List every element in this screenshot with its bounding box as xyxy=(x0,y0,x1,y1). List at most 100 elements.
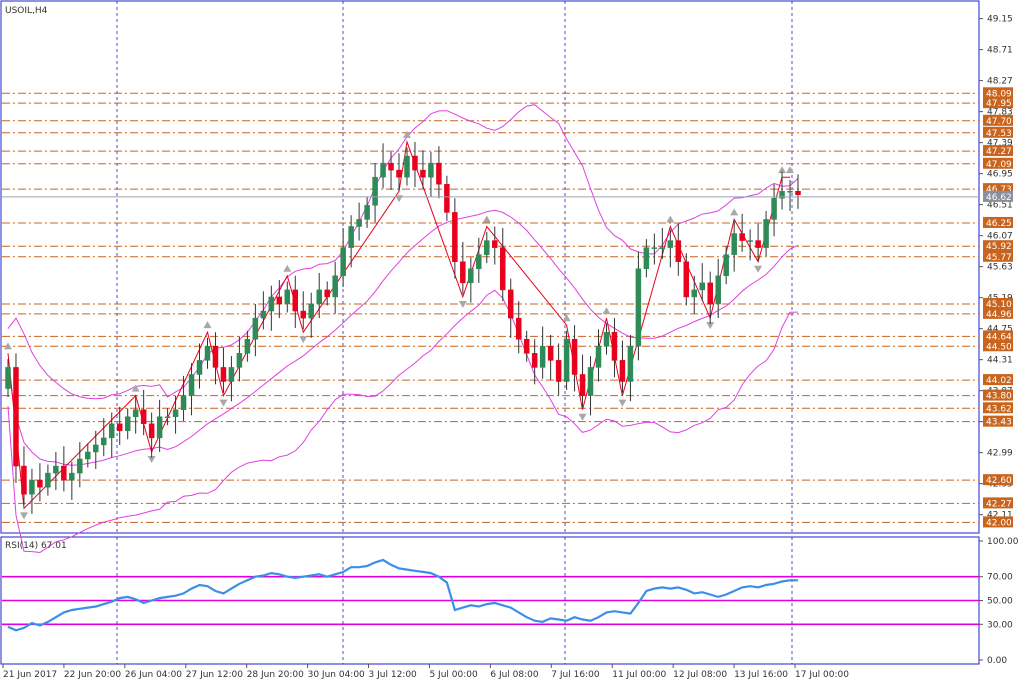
y-tick-label: 46.51 xyxy=(987,201,1013,211)
rsi-y-tick-label: 70.00 xyxy=(987,573,1013,583)
rsi-y-tick-label: 50.00 xyxy=(987,597,1013,607)
rsi-line xyxy=(7,558,798,632)
candle-bullish xyxy=(244,338,251,354)
candle-bearish xyxy=(220,367,227,382)
candle-bullish xyxy=(699,282,705,291)
fractal-up-icon xyxy=(4,342,12,350)
candle-bullish xyxy=(468,268,474,284)
level-price-tag xyxy=(983,415,1013,427)
level-price-tag xyxy=(983,126,1013,138)
candle-bullish xyxy=(108,423,115,439)
rsi-y-tick-label: 0.00 xyxy=(987,656,1007,666)
fractal-up-icon xyxy=(562,314,571,322)
level-price-tag xyxy=(983,389,1013,401)
candle-bearish xyxy=(324,289,330,298)
candle-bearish xyxy=(420,169,426,178)
level-price-tag xyxy=(983,145,1013,157)
candle-bullish xyxy=(747,240,753,242)
level-price-tag xyxy=(983,157,1013,169)
level-price-tag xyxy=(983,330,1013,342)
candle-bullish xyxy=(348,226,354,248)
x-tick-label: 30 Jun 04:00 xyxy=(308,670,365,680)
bollinger-middle-band xyxy=(7,209,799,466)
candle-bullish xyxy=(731,233,737,255)
candle-bullish xyxy=(763,219,769,248)
candle-bullish xyxy=(85,451,91,460)
candle-bullish xyxy=(635,268,642,347)
candle-bullish xyxy=(476,254,482,270)
candle-bearish xyxy=(683,261,690,298)
candle-bullish xyxy=(428,162,434,178)
rsi-y-tick-label: 30.00 xyxy=(987,620,1013,630)
main-panel xyxy=(0,0,980,534)
level-price-tag xyxy=(983,307,1013,319)
candle-bullish xyxy=(252,317,259,340)
x-tick-label: 17 Jul 00:00 xyxy=(795,670,849,680)
candle-bullish xyxy=(308,303,314,319)
y-tick-label: 44.75 xyxy=(987,325,1013,335)
level-price-label: 45.10 xyxy=(986,300,1012,310)
candle-bearish xyxy=(396,169,402,178)
candle-bullish xyxy=(659,247,666,249)
fractal-up-icon xyxy=(602,307,611,315)
candle-bullish xyxy=(188,374,195,396)
candle-bearish xyxy=(547,346,554,361)
level-price-tag xyxy=(983,183,1013,195)
candle-bullish xyxy=(356,219,362,227)
candle-bullish xyxy=(667,240,674,248)
candle-bullish xyxy=(587,367,594,396)
candle-bullish xyxy=(484,240,490,255)
level-price-tag xyxy=(983,340,1013,352)
x-tick-label: 5 Jul 00:00 xyxy=(429,670,478,680)
candle-bullish xyxy=(364,205,370,220)
candle-bullish xyxy=(172,409,179,417)
fractal-down-icon xyxy=(458,300,467,308)
fractal-down-icon xyxy=(147,455,156,463)
x-tick-label: 22 Jun 20:00 xyxy=(64,670,121,680)
level-price-tag xyxy=(983,97,1013,109)
fractal-up-icon xyxy=(402,130,411,138)
candle-bearish xyxy=(499,247,506,291)
candle-bearish xyxy=(507,289,514,319)
candle-bullish xyxy=(380,162,386,178)
candle-bullish xyxy=(156,416,163,439)
y-tick-label: 47.83 xyxy=(987,108,1013,118)
y-tick-label: 48.27 xyxy=(987,77,1013,87)
fractal-up-icon xyxy=(203,321,212,329)
candle-bullish xyxy=(196,360,203,375)
level-price-label: 42.60 xyxy=(986,476,1012,486)
candle-bullish xyxy=(643,247,650,270)
fractal-down-icon xyxy=(219,399,228,407)
level-price-tag xyxy=(983,114,1013,126)
y-tick-label: 46.95 xyxy=(987,170,1013,180)
level-price-label: 44.02 xyxy=(986,376,1012,386)
fractal-down-icon xyxy=(706,322,715,330)
candle-bullish xyxy=(5,367,11,389)
candle-bullish xyxy=(715,275,721,305)
fractal-down-icon xyxy=(754,265,763,273)
y-tick-label: 42.99 xyxy=(987,449,1013,459)
fractal-down-icon xyxy=(19,512,28,520)
level-price-label: 47.95 xyxy=(986,99,1012,109)
candle-bullish xyxy=(316,289,322,305)
candle-bullish xyxy=(204,346,211,361)
chart-title: USOIL,H4 xyxy=(5,6,48,16)
level-price-tag xyxy=(983,216,1013,228)
level-price-label: 43.43 xyxy=(986,418,1012,428)
level-price-tag xyxy=(983,402,1013,414)
level-price-tag xyxy=(983,374,1013,386)
y-tick-label: 47.39 xyxy=(987,139,1013,149)
bollinger-lower-band xyxy=(7,289,799,554)
candle-bearish xyxy=(611,331,618,361)
candle-bullish xyxy=(77,458,83,474)
candle-bearish xyxy=(292,289,299,312)
level-price-label: 44.50 xyxy=(986,342,1012,352)
fractal-up-icon xyxy=(482,215,491,223)
rsi-y-tick-label: 100.00 xyxy=(987,537,1019,547)
candle-bearish xyxy=(579,374,586,396)
fractal-up-icon xyxy=(666,215,675,223)
candle-bearish xyxy=(13,367,19,467)
level-price-tag xyxy=(983,497,1013,509)
candle-bearish xyxy=(523,338,530,354)
x-tick-label: 13 Jul 16:00 xyxy=(734,670,788,680)
